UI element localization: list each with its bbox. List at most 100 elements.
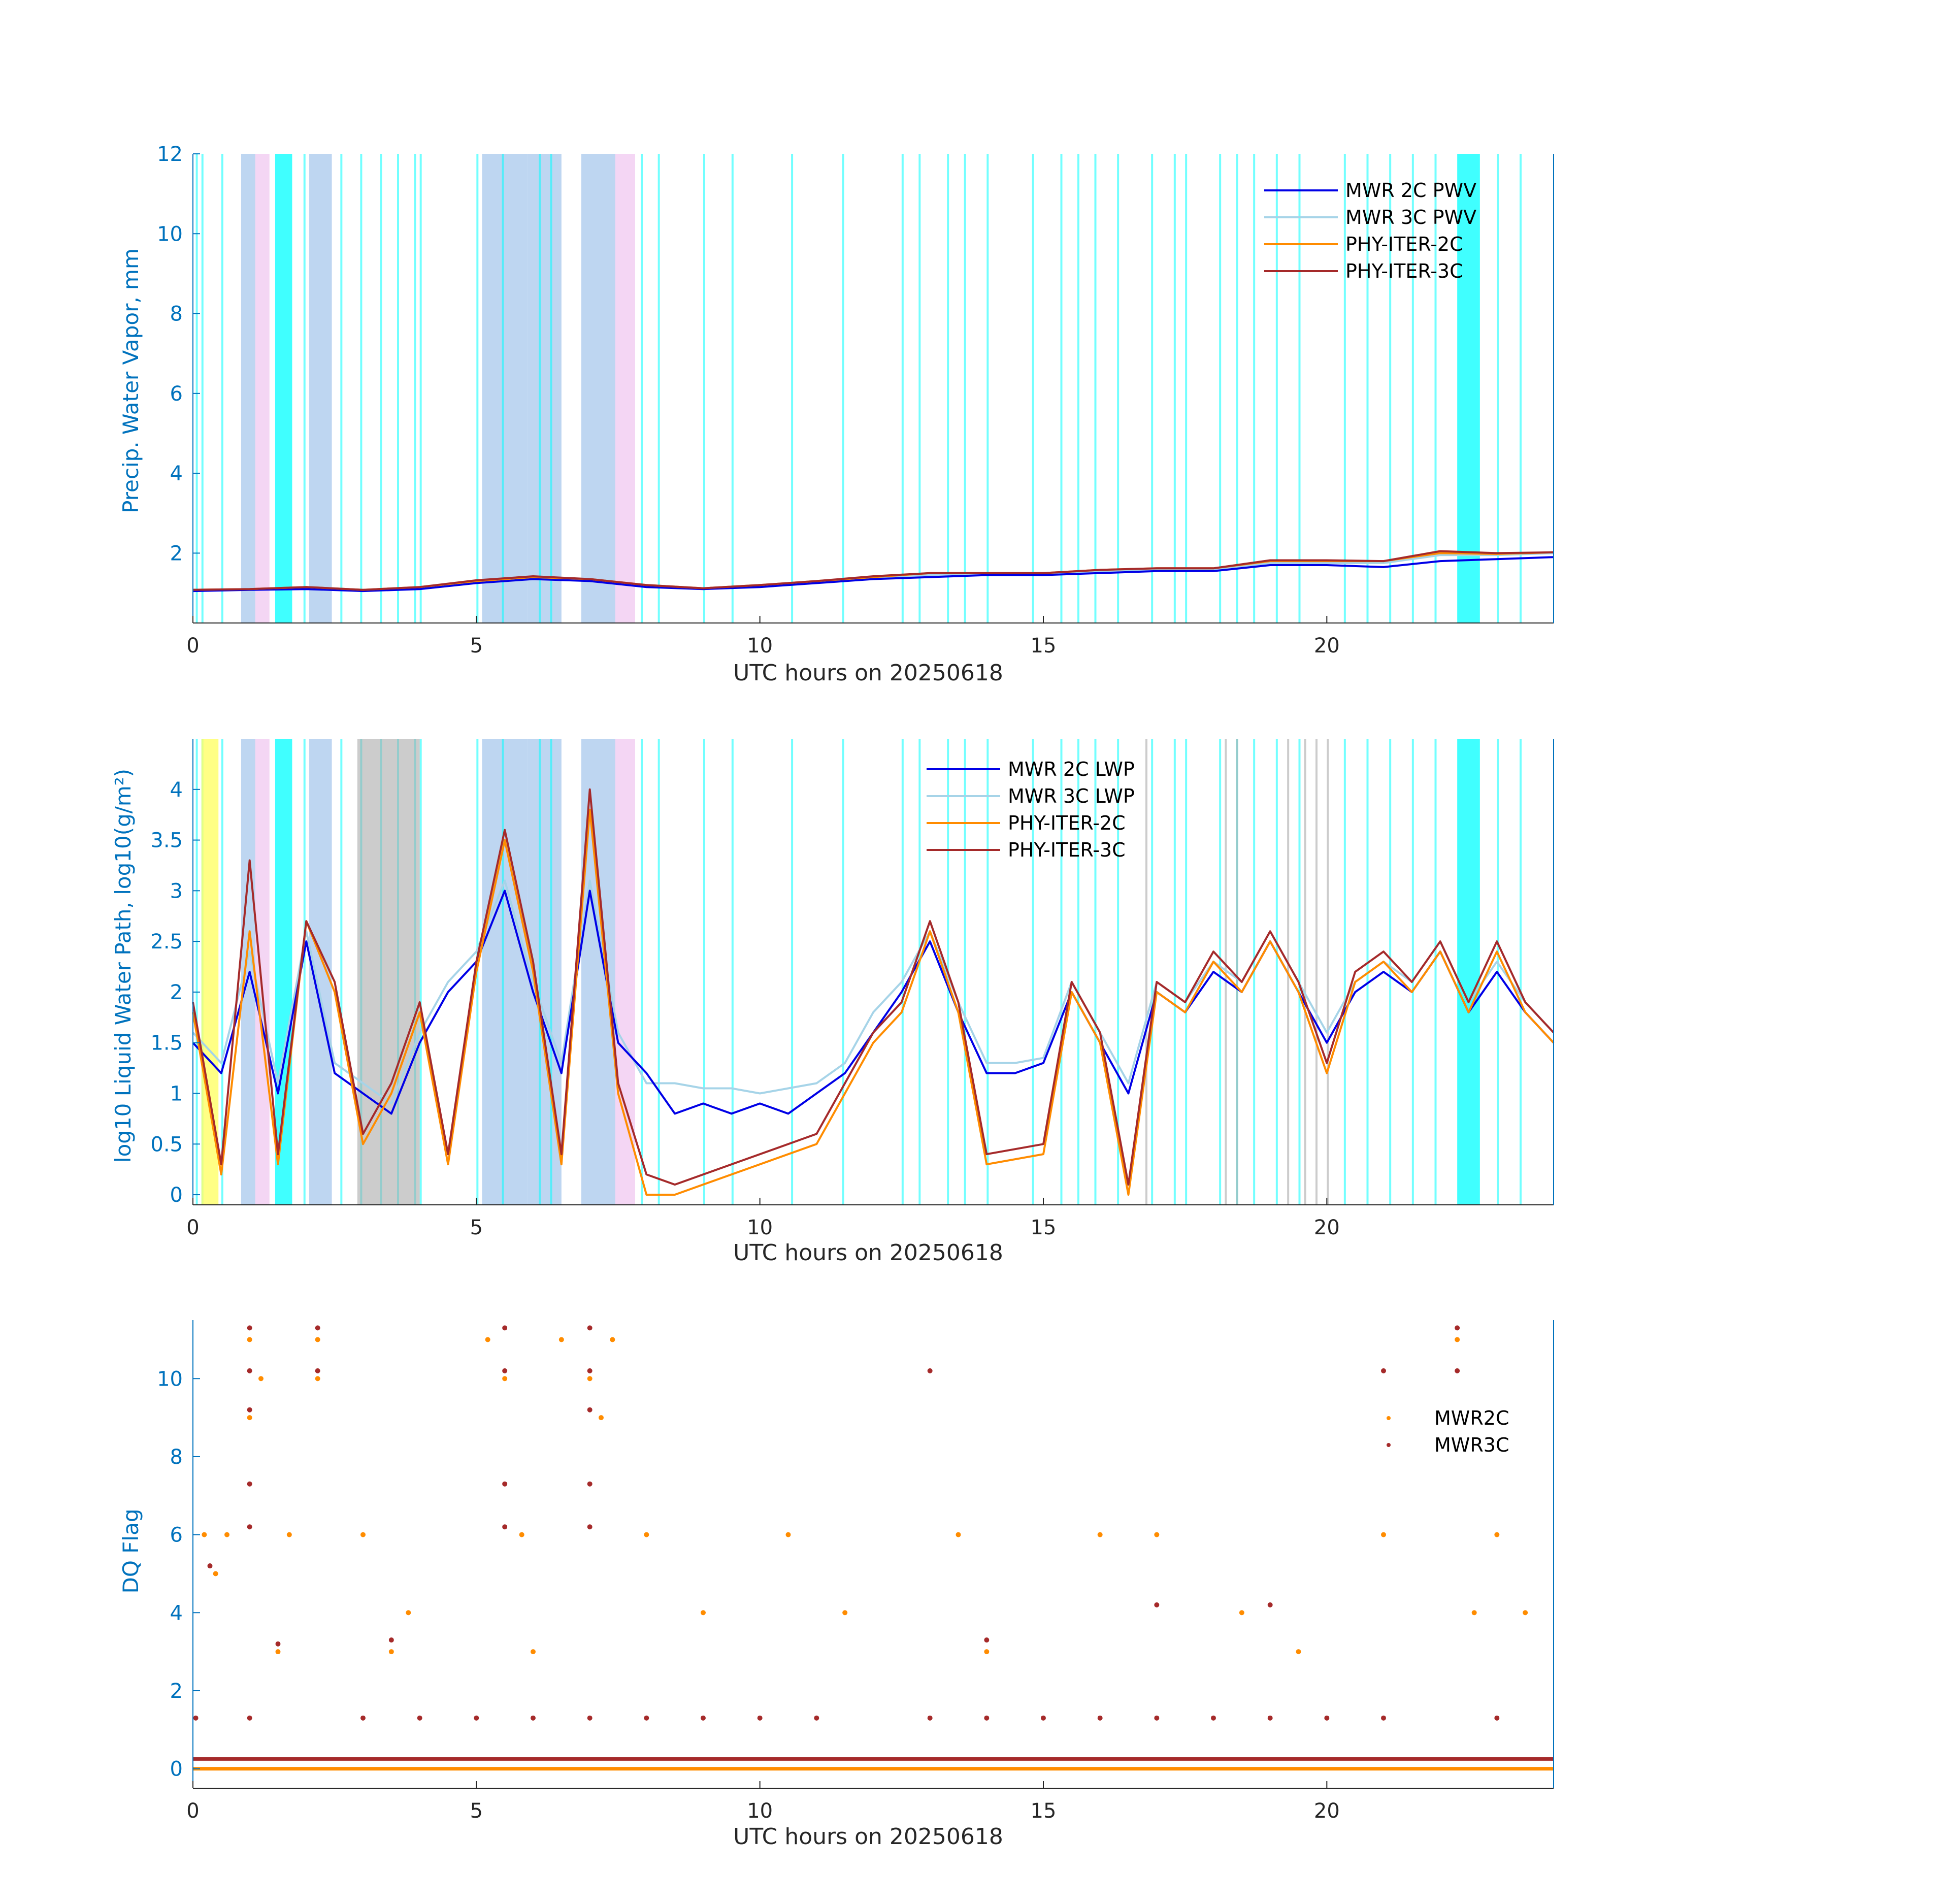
y-tick-label: 1.5 xyxy=(150,1032,183,1055)
shading-line xyxy=(703,739,705,1205)
shading-band-gray xyxy=(357,739,420,1205)
pwv-legend: MWR 2C PWV MWR 3C PWV PHY-ITER-2C PHY-IT… xyxy=(1264,179,1476,282)
x-tick-label: 15 xyxy=(1031,634,1057,658)
shading-band xyxy=(615,739,635,1205)
dq-point-mwr3c xyxy=(984,1637,990,1643)
dq-legend-label-mwr2c: MWR2C xyxy=(1434,1407,1509,1429)
shading-line xyxy=(476,154,479,623)
shading-line xyxy=(1094,154,1097,623)
shading-line xyxy=(901,154,904,623)
dq-legend-marker-mwr3c xyxy=(1387,1443,1391,1447)
shading-line xyxy=(1343,739,1346,1205)
dq-point-mwr3c xyxy=(644,1715,649,1721)
dq-point-mwr2c xyxy=(275,1649,281,1655)
shading-line xyxy=(918,739,921,1205)
shading-line xyxy=(195,154,198,623)
shading-line xyxy=(842,739,844,1205)
shading-line xyxy=(641,154,643,623)
shading-line-gray xyxy=(1225,739,1227,1205)
pwv-legend-label-phy3c: PHY-ITER-3C xyxy=(1345,260,1463,282)
x-tick-label: 10 xyxy=(747,1799,773,1823)
shading-line xyxy=(1411,739,1414,1205)
shading-line xyxy=(502,154,504,623)
shading-line xyxy=(901,739,904,1205)
shading-line xyxy=(1411,154,1414,623)
shading-line xyxy=(1343,154,1346,623)
dq-point-mwr3c xyxy=(247,1481,252,1487)
shading-line xyxy=(539,739,541,1205)
shading-line xyxy=(791,154,794,623)
dq-point-mwr3c xyxy=(587,1524,593,1530)
dq-point-mwr3c xyxy=(927,1715,933,1721)
dq-point-mwr2c xyxy=(485,1337,490,1342)
dq-point-mwr3c xyxy=(1211,1715,1216,1721)
y-tick-label: 8 xyxy=(170,303,183,326)
lwp-panel: 0 5 10 15 20 0 0.5 1 1.5 2 2.5 3 3.5 4 MWR 2C LWP MWR… xyxy=(111,739,1555,1266)
dq-point-mwr3c xyxy=(927,1368,933,1373)
shading-line xyxy=(1060,739,1063,1205)
y-tick-label: 10 xyxy=(157,1367,183,1391)
dq-point-mwr2c xyxy=(984,1649,990,1655)
series-line-phy-iter-2c xyxy=(192,808,1555,1196)
dq-point-mwr2c xyxy=(1494,1532,1500,1537)
shading-line xyxy=(1434,739,1437,1205)
dq-point-mwr2c xyxy=(315,1376,320,1382)
dq-point-mwr3c xyxy=(247,1325,252,1331)
shading-line xyxy=(1032,739,1034,1205)
dq-point-mwr2c xyxy=(1455,1337,1460,1342)
dq-point-mwr3c xyxy=(1097,1715,1103,1721)
pwv-x-axis-label: UTC hours on 20250618 xyxy=(733,660,1003,686)
shading-line xyxy=(1275,154,1278,623)
dq-point-mwr2c xyxy=(360,1532,366,1537)
shading-line xyxy=(221,154,223,623)
dq-x-axis-label: UTC hours on 20250618 xyxy=(733,1824,1003,1850)
series-line-phy-iter-3c xyxy=(192,550,1554,591)
y-tick-label: 4 xyxy=(170,462,183,485)
x-tick-label: 20 xyxy=(1314,1799,1340,1823)
shading-line-gray xyxy=(1304,739,1306,1205)
dq-point-mwr3c xyxy=(587,1407,593,1413)
shading-line xyxy=(1032,154,1034,623)
dq-point-mwr3c xyxy=(1041,1715,1046,1721)
pwv-panel: 0 5 10 15 20 2 4 6 8 10 12 MWR 2C PWV MWR 3C PWV P… xyxy=(118,143,1554,686)
shading-line xyxy=(1520,739,1522,1205)
shading-line xyxy=(1275,739,1278,1205)
x-tick-label: 5 xyxy=(470,1216,483,1239)
dq-point-mwr3c xyxy=(1154,1715,1160,1721)
shading-line xyxy=(918,154,921,623)
shading-line-gray xyxy=(1236,739,1238,1205)
shading-band xyxy=(255,739,270,1205)
shading-line xyxy=(842,154,844,623)
dq-legend-label-mwr3c: MWR3C xyxy=(1434,1434,1509,1456)
dq-point-mwr2c xyxy=(558,1337,564,1342)
pwv-legend-label-mwr2c: MWR 2C PWV xyxy=(1345,179,1476,202)
y-tick-label: 6 xyxy=(170,382,183,406)
dq-point-mwr2c xyxy=(599,1415,604,1421)
dq-point-mwr3c xyxy=(247,1715,252,1721)
shading-line xyxy=(380,154,382,623)
shading-line-gray xyxy=(1327,739,1329,1205)
x-tick-label: 0 xyxy=(186,1216,199,1239)
shading-line xyxy=(986,739,989,1205)
shading-line xyxy=(303,154,306,623)
dq-point-mwr2c xyxy=(785,1532,791,1537)
dq-point-mwr2c xyxy=(956,1532,961,1537)
x-tick-label: 10 xyxy=(747,1216,773,1239)
x-tick-label: 0 xyxy=(186,634,199,658)
dq-point-mwr3c xyxy=(1324,1715,1330,1721)
dq-point-mwr2c xyxy=(587,1376,593,1382)
shading-band xyxy=(527,154,562,623)
dq-point-mwr3c xyxy=(1381,1715,1386,1721)
dq-point-mwr2c xyxy=(1296,1649,1301,1655)
dq-point-mwr2c xyxy=(502,1376,508,1382)
shading-line xyxy=(1173,739,1176,1205)
shading-line xyxy=(1236,154,1238,623)
series-line-mwr-3c-lwp xyxy=(192,879,1555,1105)
shading-band xyxy=(255,154,270,623)
dq-point-mwr3c xyxy=(587,1368,593,1373)
y-tick-label: 2 xyxy=(170,1680,183,1703)
dq-point-mwr3c xyxy=(247,1368,252,1373)
dq-point-mwr3c xyxy=(984,1715,990,1721)
dq-point-mwr3c xyxy=(502,1524,508,1530)
